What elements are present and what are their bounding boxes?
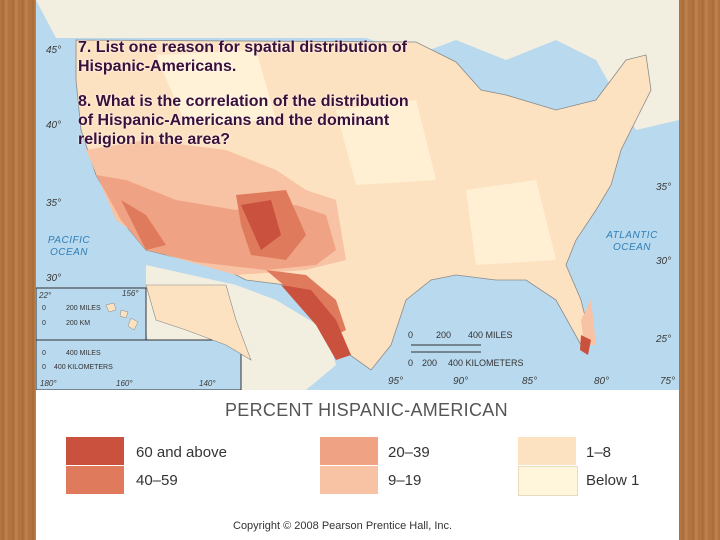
lon-label-85: 85° <box>522 376 538 387</box>
slide: 45° 40° 35° 30° 35° 30° 25° 95° 90° 85° … <box>36 0 679 540</box>
legend-title: PERCENT HISPANIC-AMERICAN <box>225 400 508 420</box>
canada-land <box>36 0 679 130</box>
alaska-land <box>145 284 252 361</box>
mid-low-florida <box>581 300 596 345</box>
copyright-text: Copyright © 2008 Pearson Prentice Hall, … <box>233 520 453 532</box>
legend-swatch-1-8 <box>518 437 576 465</box>
inset-lon-180: 180° <box>40 379 57 388</box>
question-8: 8. What is the correlation of the distri… <box>78 93 409 148</box>
inset-lon-156: 156° <box>122 289 139 298</box>
legend-swatch-40-59 <box>66 466 124 494</box>
inset-lat-22: 22° <box>39 291 52 300</box>
map-graphic <box>36 0 679 390</box>
scale-miles-400: 400 MILES <box>468 330 513 340</box>
lon-label-95: 95° <box>388 376 404 387</box>
scale-miles-200: 200 <box>436 330 452 340</box>
legend-swatch-60-above <box>66 437 124 465</box>
scale-km-400: 400 KILOMETERS <box>448 358 524 368</box>
legend-label-40-59: 40–59 <box>136 472 178 489</box>
high-region <box>121 190 346 340</box>
scale-km-200: 200 <box>422 358 438 368</box>
lon-label-80: 80° <box>594 376 610 387</box>
legend-label-20-39: 20–39 <box>388 444 430 461</box>
low-region-3 <box>466 180 556 265</box>
atlantic-ocean-label: ATLANTIC OCEAN <box>606 230 658 253</box>
question-7: 7. List one reason for spatial distribut… <box>78 39 407 75</box>
lat-label-35-west: 35° <box>46 198 62 209</box>
alaska-inset <box>36 339 242 390</box>
low-region-2 <box>336 100 436 185</box>
legend-swatch-20-39 <box>320 437 378 465</box>
lon-label-75: 75° <box>660 376 676 387</box>
lat-label-30-west: 30° <box>46 273 62 284</box>
pacific-ocean-label: PACIFIC OCEAN <box>47 235 91 258</box>
hawaii-islands <box>105 302 139 331</box>
legend-label-60-above: 60 and above <box>136 444 227 461</box>
hawaii-scale-miles-0: 0 <box>42 305 46 312</box>
great-lakes <box>446 55 596 125</box>
lat-label-30-east: 30° <box>656 256 672 267</box>
scale-km-0: 0 <box>408 358 414 368</box>
lon-label-90: 90° <box>453 376 469 387</box>
us-map: 45° 40° 35° 30° 35° 30° 25° 95° 90° 85° … <box>36 0 679 390</box>
legend-label-1-8: 1–8 <box>586 444 612 461</box>
legend-label-9-19: 9–19 <box>388 472 422 489</box>
legend-swatch-below-1 <box>518 466 578 496</box>
alaska-scale-km-0: 0 <box>42 364 46 371</box>
alaska-scale-miles-400: 400 MILES <box>66 350 101 357</box>
alaska-scale-miles-0: 0 <box>42 350 46 357</box>
highest-region <box>241 200 591 360</box>
hawaii-scale-miles-200: 200 MILES <box>66 305 101 312</box>
alaska-scale-km-400: 400 KILOMETERS <box>54 364 113 371</box>
legend-label-below-1: Below 1 <box>586 472 640 489</box>
hawaii-scale-km-0: 0 <box>42 320 46 327</box>
legend-swatch-9-19 <box>320 466 378 494</box>
lat-label-25: 25° <box>656 334 672 345</box>
low-region-1 <box>156 50 276 125</box>
scale-miles-0: 0 <box>408 330 414 340</box>
lat-label-40: 40° <box>46 120 62 131</box>
lat-label-45: 45° <box>46 45 62 56</box>
hawaii-scale-km-200: 200 KM <box>66 320 91 327</box>
inset-lon-140: 140° <box>199 379 216 388</box>
lat-label-35-east: 35° <box>656 182 672 193</box>
inset-lon-160: 160° <box>116 379 133 388</box>
